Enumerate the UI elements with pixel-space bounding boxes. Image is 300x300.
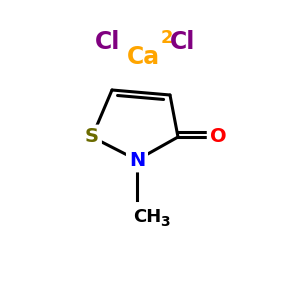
Text: 2: 2 bbox=[161, 29, 173, 47]
Text: N: N bbox=[129, 151, 145, 169]
Text: 3: 3 bbox=[160, 215, 169, 229]
Text: Ca: Ca bbox=[126, 45, 160, 69]
Text: S: S bbox=[85, 128, 99, 146]
Text: Cl: Cl bbox=[95, 30, 121, 54]
Text: O: O bbox=[210, 128, 226, 146]
Text: CH: CH bbox=[133, 208, 161, 226]
Text: Cl: Cl bbox=[170, 30, 196, 54]
